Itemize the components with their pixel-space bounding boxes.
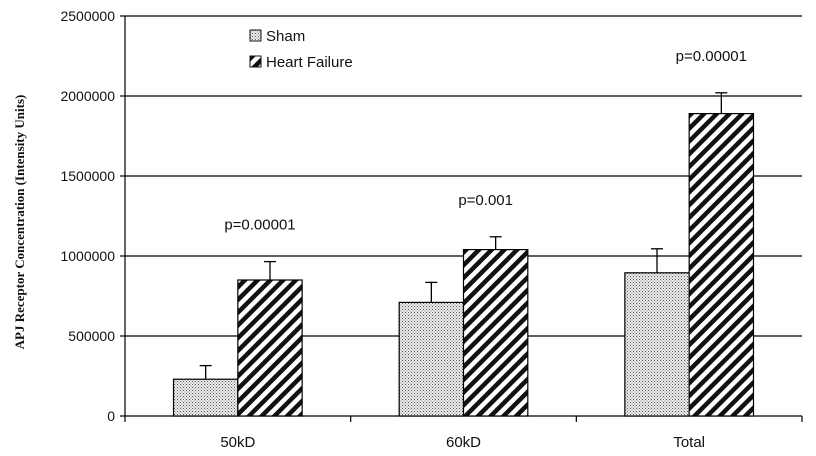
x-axis-labels: 50kD 60kD Total <box>220 434 705 451</box>
p-value-label: p=0.001 <box>458 192 513 209</box>
bar-sham-total <box>624 272 690 417</box>
legend: Sham Heart Failure <box>249 28 353 71</box>
y-axis-label: APJ Receptor Concentration (Intensity Un… <box>12 95 27 350</box>
legend-label-sham: Sham <box>266 28 305 45</box>
y-tick-label: 2000000 <box>60 88 115 104</box>
p-value-label: p=0.00001 <box>676 48 747 65</box>
legend-label-heart-failure: Heart Failure <box>266 54 353 71</box>
bar-heart-failure-60kd <box>462 249 529 417</box>
bar-heart-failure-total <box>688 112 755 417</box>
bars <box>172 112 755 417</box>
x-tick-label: 50kD <box>220 434 255 451</box>
y-tick-label: 0 <box>107 408 115 424</box>
error-bars <box>199 92 728 380</box>
legend-swatch-heart-failure <box>249 55 262 68</box>
y-tick-label: 500000 <box>68 328 115 344</box>
bar-sham-60kd <box>398 301 465 417</box>
bar-heart-failure-50kd <box>237 279 303 417</box>
y-tick-label: 1500000 <box>60 168 115 184</box>
p-value-annotations: p=0.00001 p=0.001 p=0.00001 <box>224 48 747 234</box>
y-tick-label: 1000000 <box>60 248 115 264</box>
y-tick-label: 2500000 <box>60 8 115 24</box>
legend-swatch-sham <box>249 29 262 42</box>
x-tick-label: Total <box>673 434 705 451</box>
y-axis-ticks: 0 500000 1000000 1500000 2000000 2500000 <box>60 8 125 424</box>
x-tick-label: 60kD <box>446 434 481 451</box>
bar-sham-50kd <box>172 378 239 417</box>
p-value-label: p=0.00001 <box>224 217 295 234</box>
